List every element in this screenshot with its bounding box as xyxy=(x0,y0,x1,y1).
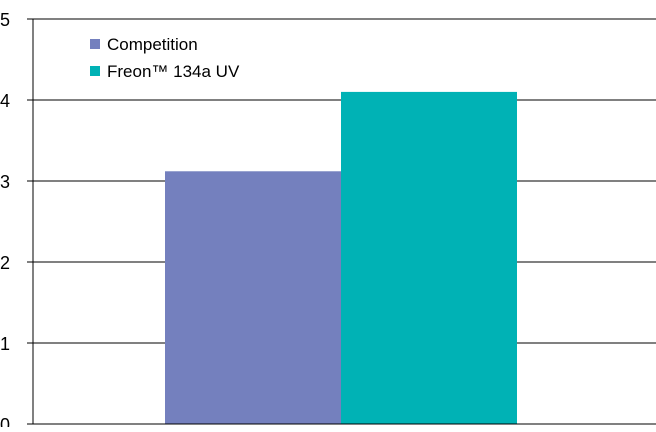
y-tick-label-3: 3 xyxy=(0,172,10,192)
y-tick-label-2: 2 xyxy=(0,253,10,273)
legend: Competition Freon™ 134a UV xyxy=(90,35,240,81)
legend-label-1: Freon™ 134a UV xyxy=(107,62,240,81)
legend-swatch-1 xyxy=(90,66,100,76)
y-tick-label-0: 0 xyxy=(0,415,10,427)
bar-freon-134a-uv xyxy=(341,91,517,425)
y-tick-label-4: 4 xyxy=(0,91,10,111)
bars xyxy=(165,91,517,425)
legend-swatch-0 xyxy=(90,39,100,49)
y-axis-ticks: 0 1 2 3 4 5 xyxy=(0,10,10,432)
y-tick-label-5: 5 xyxy=(0,10,10,30)
bar-competition xyxy=(165,171,341,424)
y-tick-label-1: 1 xyxy=(0,334,10,354)
legend-label-0: Competition xyxy=(107,35,198,54)
axes xyxy=(27,19,656,425)
